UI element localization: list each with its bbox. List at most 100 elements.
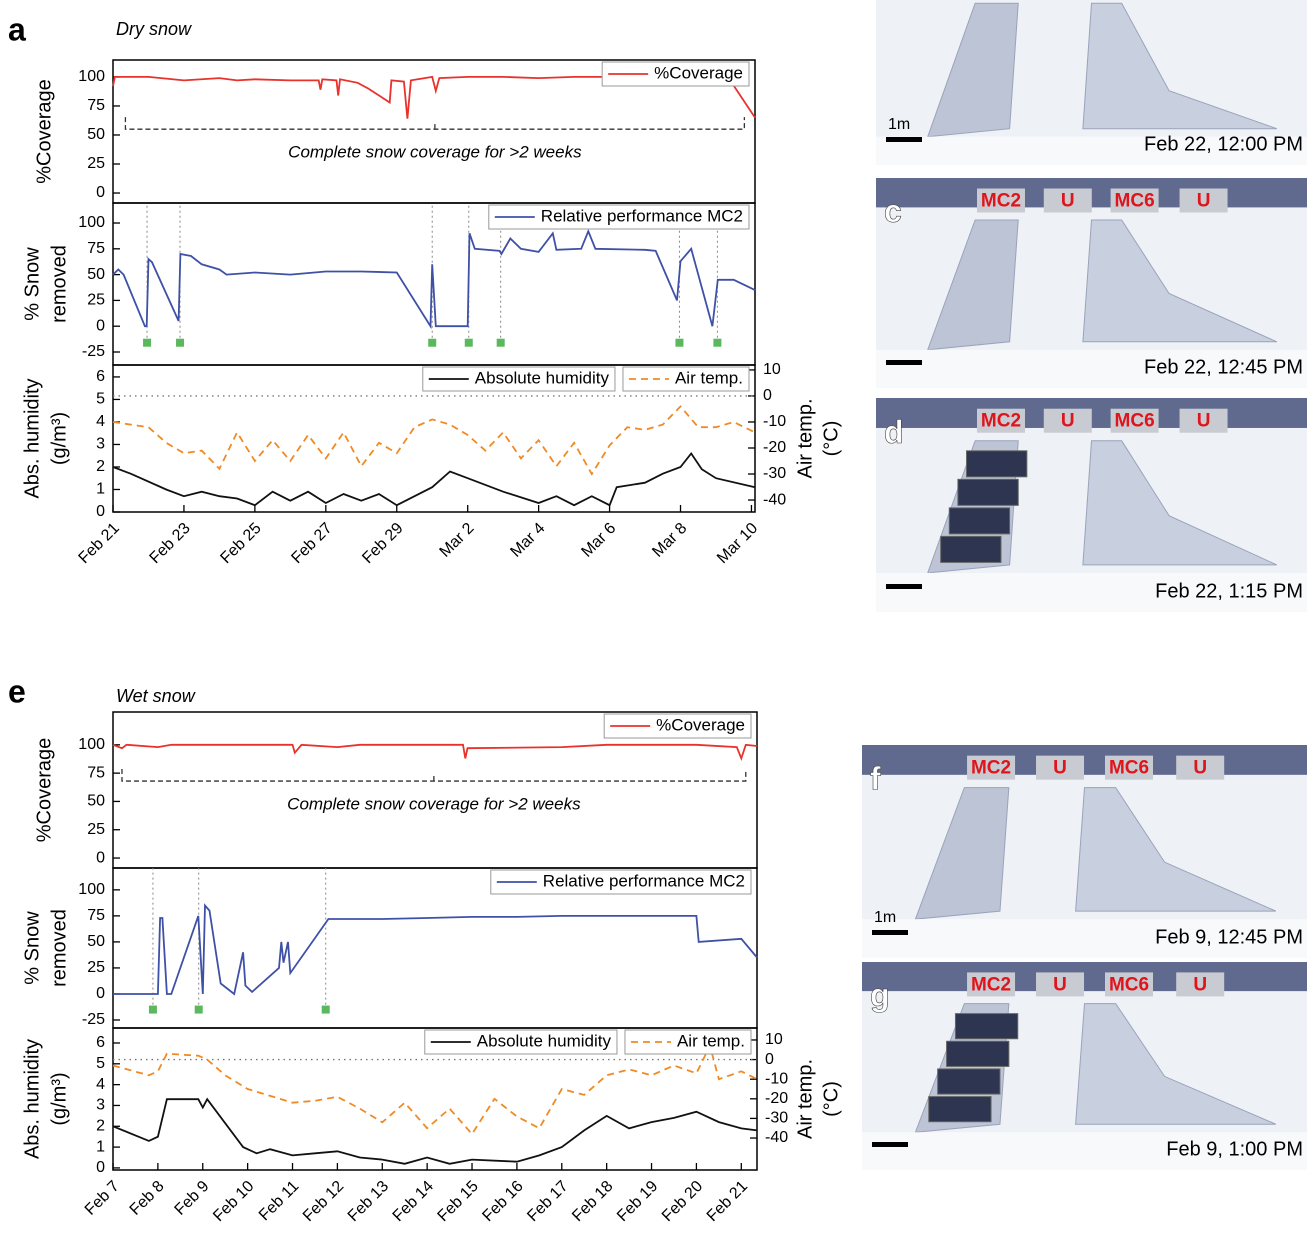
module-label: U — [1197, 411, 1211, 432]
y-tick-label: 75 — [87, 764, 105, 781]
ground — [876, 349, 1307, 388]
ground — [876, 136, 1307, 165]
data-line — [112, 451, 756, 507]
y-tick-label: 25 — [87, 155, 105, 172]
y-axis-label: (g/m³) — [48, 1072, 70, 1125]
module-label: U — [1053, 758, 1067, 779]
photo-caption: Feb 9, 12:45 PM — [1155, 926, 1303, 948]
y-tick-label: 100 — [78, 881, 105, 898]
y2-axis-label: (°C) — [820, 1081, 842, 1117]
uncovered-module — [946, 1040, 1010, 1067]
label-bg — [1105, 755, 1153, 780]
y-tick-label: 4 — [96, 413, 105, 430]
module-label: MC6 — [1115, 411, 1155, 432]
photo-caption: Feb 22, 12:00 PM — [1144, 133, 1303, 155]
y2-tick-label: -30 — [763, 465, 786, 482]
label-bg — [1036, 972, 1085, 997]
y-axis-label: removed — [48, 245, 70, 323]
x-tick-label: Feb 21 — [76, 520, 123, 567]
module-label: MC2 — [981, 191, 1021, 212]
module-label: MC6 — [1109, 974, 1149, 995]
y-tick-label: 50 — [87, 266, 105, 283]
x-tick-label: Feb 14 — [390, 1178, 437, 1225]
y-tick-label: 0 — [96, 1159, 105, 1176]
y2-tick-label: 0 — [765, 1051, 774, 1068]
label-bg — [976, 188, 1025, 213]
x-tick-label: Mar 10 — [714, 520, 761, 567]
y-tick-label: 25 — [87, 292, 105, 309]
x-tick-label: Feb 29 — [359, 520, 406, 567]
scale-bar — [886, 584, 922, 589]
y-tick-label: 0 — [96, 317, 105, 334]
y2-tick-label: -10 — [763, 413, 786, 430]
solar-panel — [1082, 2, 1277, 130]
y-tick-label: 1 — [96, 1138, 105, 1155]
uncovered-module — [928, 1096, 992, 1123]
data-line — [112, 743, 758, 762]
module-label: U — [1061, 191, 1075, 212]
y-tick-label: 0 — [96, 184, 105, 201]
data-line — [112, 1097, 758, 1165]
y2-tick-label: -40 — [763, 491, 786, 508]
event-marker — [321, 1005, 330, 1014]
y-tick-label: 5 — [96, 391, 105, 408]
y-tick-label: 75 — [87, 240, 105, 257]
uncovered-module — [948, 507, 1011, 535]
y-tick-label: 3 — [96, 436, 105, 453]
y2-axis-label: Air temp. — [794, 1059, 816, 1139]
panel-title: Wet snow — [116, 686, 196, 706]
y2-axis-label: (°C) — [820, 421, 842, 457]
legend-label: Air temp. — [677, 1031, 745, 1050]
panel-title: Dry snow — [116, 19, 192, 39]
x-tick-label: Feb 27 — [288, 520, 335, 567]
solar-panel — [914, 787, 1010, 920]
photo-sky — [862, 745, 1307, 775]
label-bg — [1043, 188, 1092, 213]
y-axis-label: removed — [48, 909, 70, 987]
module-label: MC2 — [981, 411, 1021, 432]
label-bg — [1176, 972, 1225, 997]
x-tick-label: Feb 9 — [172, 1178, 213, 1219]
uncovered-module — [940, 535, 1002, 563]
y-tick-label: 50 — [87, 126, 105, 143]
photo-caption: Feb 22, 12:45 PM — [1144, 356, 1303, 378]
module-label: U — [1193, 758, 1207, 779]
data-line — [112, 1043, 758, 1136]
x-tick-label: Mar 6 — [578, 520, 619, 561]
solar-panel — [1082, 219, 1278, 343]
y-tick-label: 3 — [96, 1097, 105, 1114]
event-marker — [194, 1005, 203, 1014]
solar-panel — [1075, 1003, 1277, 1125]
y-axis-label: Abs. humidity — [21, 378, 43, 498]
photo-letter: f — [870, 761, 881, 797]
solar-panel — [926, 2, 1019, 138]
solar-panel — [1075, 787, 1277, 912]
annotation-bracket — [124, 117, 746, 130]
y-tick-label: 0 — [96, 503, 105, 520]
y2-axis-label: Air temp. — [794, 398, 816, 478]
x-tick-label: Feb 18 — [569, 1178, 616, 1225]
y2-tick-label: -20 — [763, 439, 786, 456]
module-label: MC6 — [1109, 758, 1149, 779]
label-bg — [976, 408, 1025, 433]
module-label: U — [1053, 974, 1067, 995]
panel-letter: e — [8, 673, 26, 709]
x-tick-label: Feb 20 — [659, 1178, 706, 1225]
y-tick-label: 100 — [78, 214, 105, 231]
data-line — [112, 75, 756, 119]
label-bg — [967, 755, 1016, 780]
y-tick-label: 4 — [96, 1076, 105, 1093]
y-tick-label: 0 — [96, 849, 105, 866]
solar-panel — [926, 219, 1019, 351]
annotation-text: Complete snow coverage for >2 weeks — [287, 795, 581, 814]
scale-bar — [886, 360, 922, 365]
legend-label: %Coverage — [654, 63, 743, 82]
event-marker — [496, 338, 505, 347]
y2-tick-label: -20 — [765, 1090, 788, 1107]
x-tick-label: Mar 4 — [508, 520, 549, 561]
photo-letter: d — [884, 414, 904, 450]
y-tick-label: 2 — [96, 1117, 105, 1134]
panel-letter: a — [8, 11, 26, 47]
x-tick-label: Mar 2 — [437, 520, 478, 561]
label-bg — [1110, 408, 1159, 433]
